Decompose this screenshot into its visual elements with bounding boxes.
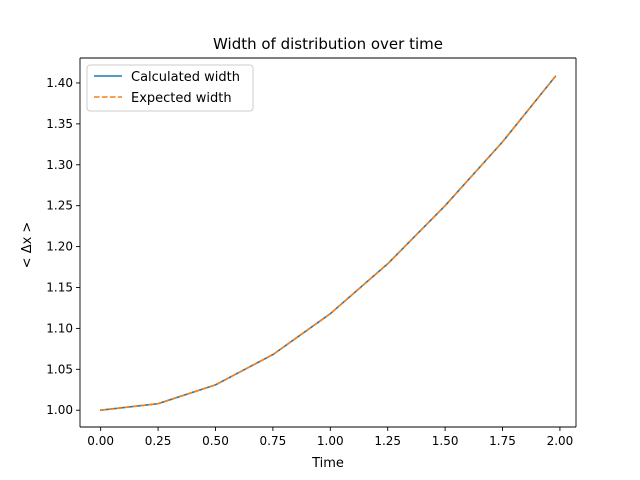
y-axis-label: < Δx > bbox=[20, 222, 35, 269]
x-tick-label: 1.25 bbox=[374, 434, 401, 448]
y-tick-label: 1.05 bbox=[46, 362, 73, 376]
legend-label-2: Expected width bbox=[131, 91, 232, 106]
y-tick-label: 1.20 bbox=[46, 240, 73, 254]
x-tick-label: 1.50 bbox=[432, 434, 459, 448]
x-tick-label: 0.25 bbox=[145, 434, 172, 448]
x-tick-label: 2.00 bbox=[547, 434, 574, 448]
legend: Calculated width Expected width bbox=[86, 64, 254, 112]
x-tick-label: 0.75 bbox=[260, 434, 287, 448]
x-tick-label: 0.50 bbox=[202, 434, 229, 448]
y-tick-label: 1.10 bbox=[46, 321, 73, 335]
series-line-2 bbox=[100, 75, 556, 412]
y-tick-label: 1.35 bbox=[46, 117, 73, 131]
x-axis-label: Time bbox=[311, 456, 344, 471]
chart-title: Width of distribution over time bbox=[213, 35, 443, 53]
x-tick-label: 1.75 bbox=[489, 434, 516, 448]
x-tick-label: 1.00 bbox=[317, 434, 344, 448]
y-tick-label: 1.15 bbox=[46, 281, 73, 295]
y-tick-label: 1.00 bbox=[46, 403, 73, 417]
y-tick-label: 1.40 bbox=[46, 76, 73, 90]
plot-area: 0.00 0.25 0.50 0.75 1.00 1.25 1.50 1.75 2.00 1.00… bbox=[46, 57, 577, 448]
legend-label-1: Calculated width bbox=[131, 70, 240, 85]
x-tick-label: 0.00 bbox=[87, 434, 114, 448]
y-tick-label: 1.25 bbox=[46, 199, 73, 213]
y-tick-label: 1.30 bbox=[46, 158, 73, 172]
legend-box bbox=[86, 64, 254, 112]
